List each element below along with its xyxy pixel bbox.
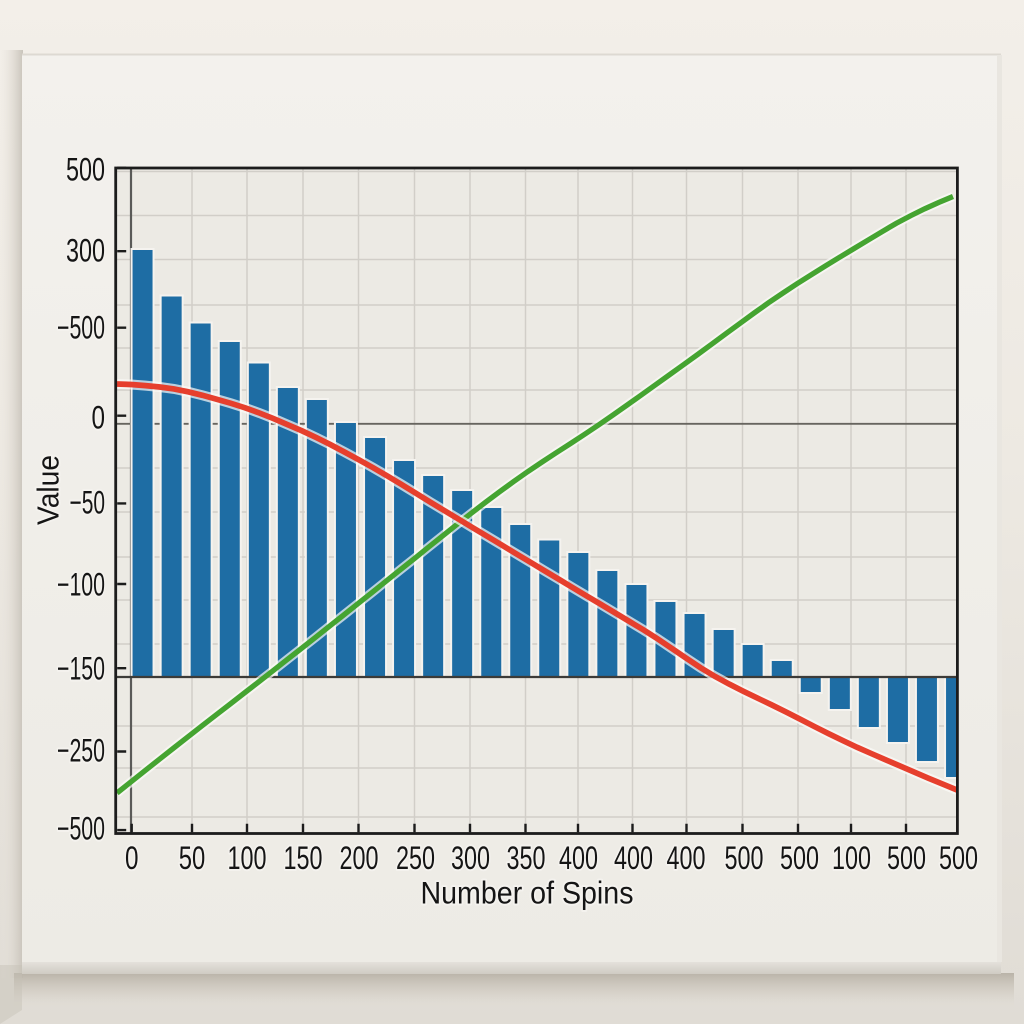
svg-text:−250: −250 [57,733,105,769]
svg-text:50: 50 [179,840,206,876]
svg-text:500: 500 [887,840,926,876]
svg-text:0: 0 [125,840,139,876]
svg-text:500: 500 [66,152,105,188]
svg-text:150: 150 [284,840,323,876]
svg-text:500: 500 [939,840,978,876]
svg-text:400: 400 [614,840,653,876]
svg-text:−500: −500 [57,811,105,847]
svg-text:300: 300 [451,840,490,876]
svg-text:−150: −150 [57,651,105,687]
svg-text:−50: −50 [70,485,106,521]
svg-text:500: 500 [780,840,819,876]
svg-text:0: 0 [92,400,106,436]
svg-text:100: 100 [228,840,267,876]
svg-text:300: 300 [66,233,105,269]
svg-text:500: 500 [725,840,764,876]
svg-text:Value: Value [31,455,66,525]
svg-text:400: 400 [559,840,598,876]
svg-text:Number of Spins: Number of Spins [421,875,634,911]
svg-text:100: 100 [832,840,871,876]
svg-text:200: 200 [340,840,379,876]
svg-text:−500: −500 [57,310,105,346]
svg-text:400: 400 [667,840,706,876]
svg-text:−100: −100 [57,567,105,603]
svg-text:250: 250 [396,840,435,876]
svg-text:350: 350 [507,840,546,876]
